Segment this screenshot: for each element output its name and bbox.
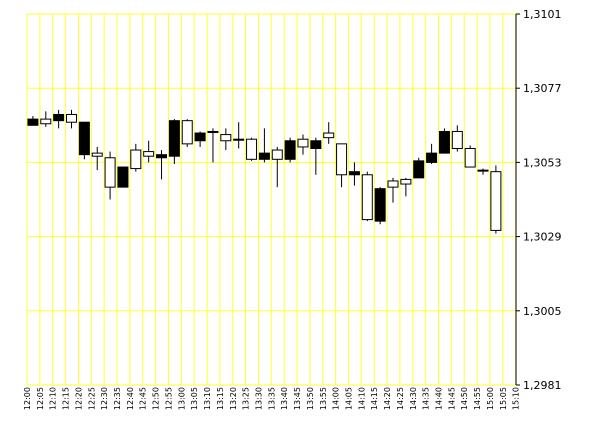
candle-body — [104, 157, 116, 188]
x-tick-label: 14:45 — [447, 387, 456, 410]
x-tick-label: 15:10 — [512, 387, 521, 410]
x-tick-label: 12:20 — [74, 387, 83, 410]
candle-body — [284, 140, 296, 160]
y-tick-label: 1,3101 — [523, 8, 562, 21]
x-tick-label: 13:40 — [280, 387, 289, 410]
candle-body — [194, 132, 206, 142]
candle-body — [490, 171, 502, 231]
x-tick-label: 13:50 — [306, 387, 315, 410]
candle-body — [451, 130, 463, 149]
candle-body — [374, 188, 386, 222]
candle-body — [40, 118, 52, 125]
candle-body — [464, 147, 476, 168]
candle-body — [181, 120, 193, 145]
x-tick-label: 12:35 — [113, 387, 122, 410]
candle-body — [53, 113, 65, 122]
x-tick-label: 12:45 — [139, 387, 148, 410]
candle-body — [310, 140, 322, 149]
candle-body — [143, 151, 155, 157]
x-tick-label: 12:00 — [23, 387, 32, 410]
candle-body — [207, 130, 219, 133]
candle-body — [233, 138, 245, 141]
candle-body — [426, 152, 438, 163]
candle-body — [361, 174, 373, 221]
candle-body — [27, 118, 39, 126]
candle-body — [387, 180, 399, 188]
x-tick-label: 14:35 — [422, 387, 431, 410]
y-tick-label: 1,3053 — [523, 156, 562, 169]
x-tick-label: 14:15 — [370, 387, 379, 410]
candle-body — [413, 160, 425, 179]
candle-body — [130, 149, 142, 170]
x-tick-label: 12:25 — [87, 387, 96, 410]
x-tick-label: 12:15 — [62, 387, 71, 410]
candle-body — [400, 178, 412, 185]
x-tick-label: 15:00 — [486, 387, 495, 410]
candle-body — [297, 138, 309, 148]
candle-body — [168, 120, 180, 157]
x-tick-label: 12:30 — [100, 387, 109, 410]
x-tick-label: 14:50 — [460, 387, 469, 410]
x-tick-label: 13:20 — [229, 387, 238, 410]
x-tick-label: 12:40 — [126, 387, 135, 410]
x-tick-label: 12:55 — [164, 387, 173, 410]
candle-body — [78, 121, 90, 156]
candle-body — [258, 152, 270, 160]
candle-body — [66, 113, 78, 123]
x-tick-label: 14:25 — [396, 387, 405, 410]
x-tick-label: 12:10 — [49, 387, 58, 410]
candle-body — [477, 169, 489, 172]
candle-body — [220, 134, 232, 142]
candle-body — [336, 143, 348, 176]
candle-body — [156, 154, 168, 159]
candle-body — [117, 166, 129, 188]
x-tick-label: 13:30 — [254, 387, 263, 410]
x-tick-label: 13:55 — [319, 387, 328, 410]
x-tick-label: 14:05 — [345, 387, 354, 410]
x-tick-label: 15:05 — [499, 387, 508, 410]
x-tick-label: 14:40 — [435, 387, 444, 410]
x-tick-label: 14:00 — [332, 387, 341, 410]
x-tick-label: 13:05 — [190, 387, 199, 410]
x-tick-label: 12:05 — [36, 387, 45, 410]
x-tick-label: 13:35 — [267, 387, 276, 410]
candle-body — [91, 152, 103, 157]
x-tick-label: 14:55 — [473, 387, 482, 410]
x-tick-label: 12:50 — [152, 387, 161, 410]
x-tick-label: 13:45 — [293, 387, 302, 410]
y-tick-label: 1,3029 — [523, 231, 562, 244]
x-tick-label: 13:10 — [203, 387, 212, 410]
candle-body — [348, 171, 360, 176]
y-tick-label: 1,2981 — [523, 379, 562, 392]
candle-body — [271, 149, 283, 160]
candle-body — [246, 138, 258, 160]
y-tick-label: 1,3077 — [523, 82, 562, 95]
x-tick-label: 14:30 — [409, 387, 418, 410]
y-tick-label: 1,3005 — [523, 305, 562, 318]
x-tick-label: 14:20 — [383, 387, 392, 410]
candle-body — [438, 130, 450, 154]
x-tick-label: 14:10 — [357, 387, 366, 410]
candle-body — [323, 132, 335, 139]
x-tick-label: 13:00 — [177, 387, 186, 410]
x-tick-label: 13:15 — [216, 387, 225, 410]
x-tick-label: 13:25 — [242, 387, 251, 410]
